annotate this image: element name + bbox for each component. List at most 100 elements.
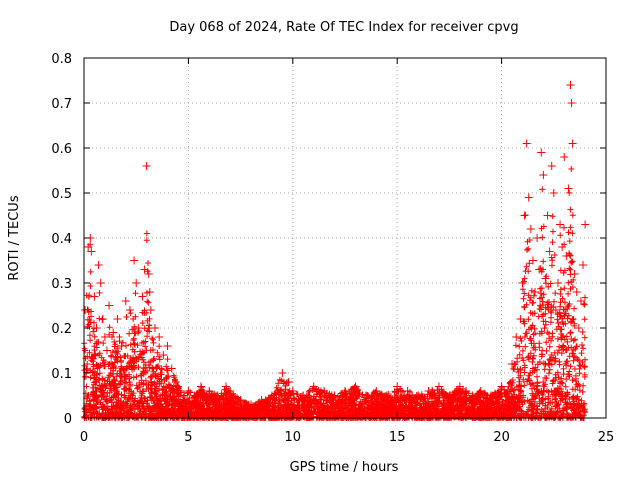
data-point bbox=[309, 382, 318, 391]
data-point bbox=[284, 378, 293, 386]
data-point bbox=[570, 270, 579, 278]
data-point bbox=[84, 243, 93, 251]
data-point bbox=[567, 99, 576, 107]
y-tick-label: 0.2 bbox=[51, 322, 72, 337]
data-series-roti bbox=[81, 81, 590, 409]
data-point bbox=[537, 148, 546, 157]
data-point bbox=[581, 220, 590, 229]
data-point bbox=[526, 225, 535, 233]
data-point bbox=[520, 211, 529, 220]
y-axis-label: ROTI / TECUs bbox=[7, 195, 22, 280]
y-tick-label: 0.4 bbox=[51, 232, 72, 247]
data-point bbox=[516, 315, 525, 323]
data-point bbox=[144, 270, 153, 278]
data-point bbox=[140, 265, 149, 274]
data-point bbox=[566, 81, 575, 89]
data-point bbox=[539, 171, 548, 179]
data-point bbox=[134, 324, 143, 332]
data-point bbox=[288, 387, 297, 395]
data-point bbox=[145, 288, 154, 296]
data-point bbox=[518, 279, 527, 287]
data-point bbox=[462, 387, 471, 395]
data-point bbox=[92, 324, 101, 332]
data-point bbox=[121, 297, 130, 305]
data-point bbox=[113, 315, 122, 323]
tick-labels: 0 0.1 0.2 0.3 0.4 0.5 0.6 0.7 0.8 0 5 10 15 20 25 bbox=[51, 52, 614, 445]
x-tick-label: 20 bbox=[493, 430, 510, 445]
data-point bbox=[522, 139, 531, 148]
data-point bbox=[176, 387, 185, 395]
data-point bbox=[142, 162, 151, 170]
data-point bbox=[403, 387, 412, 395]
data-point bbox=[531, 288, 540, 296]
data-point bbox=[564, 184, 573, 193]
data-point bbox=[138, 292, 147, 301]
data-point bbox=[330, 391, 339, 400]
data-point bbox=[96, 279, 105, 287]
data-point bbox=[382, 391, 391, 400]
data-point bbox=[87, 247, 96, 256]
data-point bbox=[558, 243, 567, 251]
x-tick-label: 5 bbox=[184, 430, 192, 445]
data-point bbox=[547, 162, 556, 170]
data-point bbox=[171, 378, 180, 386]
data-point bbox=[184, 387, 193, 395]
data-point bbox=[361, 391, 370, 400]
data-point bbox=[414, 391, 423, 400]
data-point bbox=[556, 220, 565, 229]
data-point bbox=[267, 391, 276, 400]
data-point bbox=[455, 382, 464, 391]
data-point bbox=[130, 256, 139, 265]
data-point bbox=[100, 333, 109, 341]
data-point bbox=[190, 391, 199, 400]
data-point bbox=[545, 247, 554, 256]
axes bbox=[83, 57, 607, 419]
x-axis-label: GPS time / hours bbox=[290, 460, 399, 475]
data-point bbox=[468, 391, 477, 400]
data-point bbox=[196, 382, 205, 391]
data-point bbox=[236, 396, 245, 404]
data-point bbox=[508, 360, 517, 368]
data-point bbox=[94, 261, 103, 269]
data-point bbox=[247, 400, 256, 409]
data-point bbox=[533, 234, 542, 242]
data-point bbox=[278, 369, 287, 377]
y-tick-label: 0.5 bbox=[51, 187, 72, 202]
data-point bbox=[543, 211, 552, 220]
y-tick-label: 0.8 bbox=[51, 52, 72, 67]
data-point bbox=[155, 333, 164, 341]
data-point bbox=[445, 391, 454, 400]
data-point bbox=[226, 387, 235, 395]
data-point bbox=[180, 391, 189, 400]
data-point bbox=[299, 391, 308, 400]
data-point bbox=[579, 261, 588, 269]
background-measurement-cloud bbox=[81, 166, 589, 421]
x-tick-label: 10 bbox=[285, 430, 302, 445]
data-point bbox=[549, 189, 558, 197]
data-point bbox=[528, 256, 537, 265]
data-point bbox=[221, 382, 230, 391]
data-point bbox=[117, 342, 126, 350]
data-point bbox=[163, 342, 172, 350]
data-point bbox=[535, 265, 544, 274]
data-point bbox=[146, 306, 155, 314]
data-point bbox=[551, 306, 560, 314]
data-point bbox=[434, 382, 443, 391]
data-point bbox=[351, 382, 360, 391]
data-point bbox=[541, 274, 550, 283]
data-point bbox=[576, 297, 585, 305]
data-point bbox=[553, 279, 562, 287]
data-point bbox=[393, 382, 402, 391]
data-point bbox=[562, 252, 571, 260]
grid-lines bbox=[84, 58, 606, 418]
data-point bbox=[424, 387, 433, 395]
data-point bbox=[503, 387, 512, 395]
data-point bbox=[90, 292, 99, 301]
data-point bbox=[257, 396, 266, 404]
data-point bbox=[497, 382, 506, 391]
x-tick-label: 15 bbox=[389, 430, 406, 445]
data-point bbox=[487, 391, 496, 400]
y-tick-label: 0.7 bbox=[51, 97, 72, 112]
